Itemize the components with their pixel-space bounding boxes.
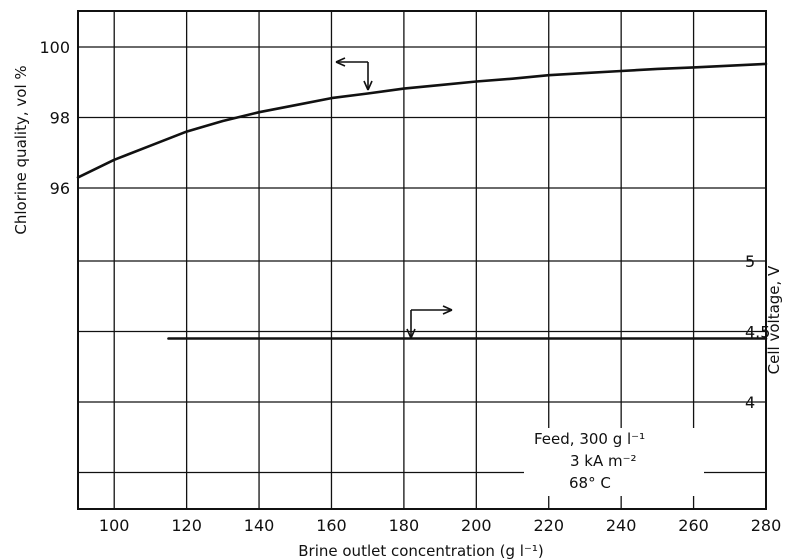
y-axis-left-title: Chlorine quality, vol % xyxy=(12,65,30,234)
x-tick-label: 220 xyxy=(533,516,564,535)
x-tick-label: 100 xyxy=(99,516,130,535)
grid-lines xyxy=(78,11,766,509)
y-axis-right-title: Cell voltage, V xyxy=(765,265,783,374)
x-tick-label: 180 xyxy=(389,516,420,535)
y-right-tick-label: 5 xyxy=(745,252,755,271)
y-left-tick-label: 98 xyxy=(50,109,70,128)
y-axis-left-ticks: 96 98 100 xyxy=(39,38,70,198)
x-tick-label: 160 xyxy=(316,516,347,535)
note-feed: Feed, 300 g l⁻¹ xyxy=(534,430,645,448)
x-tick-label: 200 xyxy=(461,516,492,535)
left-axis-arrow xyxy=(335,57,373,91)
note-current-density: 3 kA m⁻² xyxy=(570,452,637,470)
y-left-tick-label: 100 xyxy=(39,38,70,57)
x-tick-label: 140 xyxy=(244,516,275,535)
y-axis-right-ticks: 44.55 xyxy=(745,252,770,412)
series-group xyxy=(76,62,768,340)
x-axis-title: Brine outlet concentration (g l⁻¹) xyxy=(298,542,544,559)
y-right-tick-label: 4.5 xyxy=(745,323,770,342)
conditions-note: Feed, 300 g l⁻¹ 3 kA m⁻² 68° C xyxy=(524,428,704,496)
x-tick-label: 240 xyxy=(606,516,637,535)
x-tick-label: 120 xyxy=(171,516,202,535)
x-axis-ticks: 100 120 140 160 180 200 220 240 260 280 xyxy=(99,516,781,535)
plot-frame xyxy=(77,10,767,510)
y-right-tick-label: 4 xyxy=(745,393,755,412)
x-tick-label: 260 xyxy=(678,516,709,535)
right-axis-arrow xyxy=(406,305,453,339)
note-temperature: 68° C xyxy=(569,474,611,492)
x-tick-label: 280 xyxy=(751,516,782,535)
series-chlorine-quality-line xyxy=(76,62,768,179)
y-left-tick-label: 96 xyxy=(50,179,70,198)
